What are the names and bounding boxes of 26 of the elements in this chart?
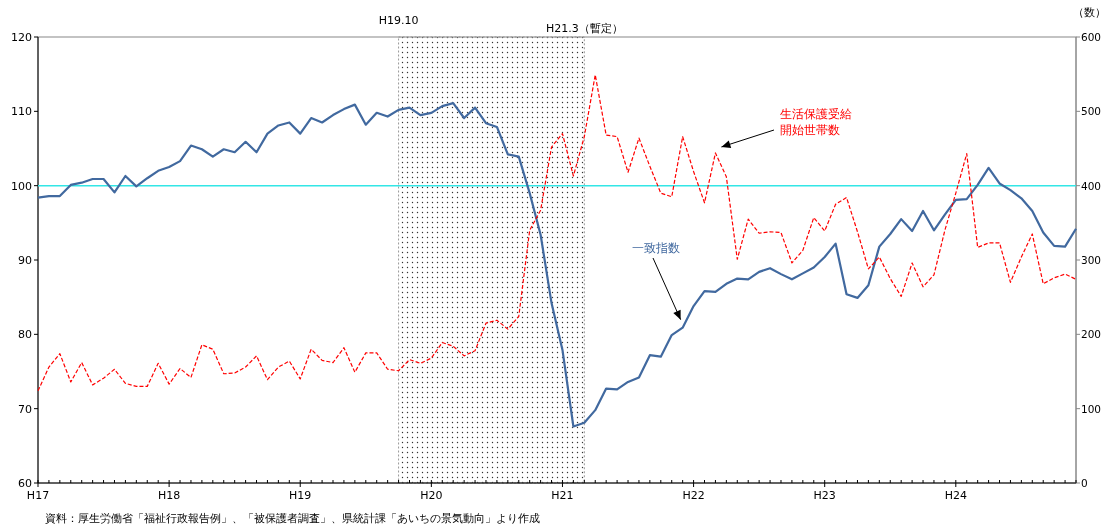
- y2-tick-label: 0: [1081, 477, 1088, 489]
- y2-tick-label: 600: [1081, 31, 1102, 43]
- x-tick-label: H23: [813, 489, 836, 502]
- y-tick-label: 110: [11, 105, 32, 119]
- y-tick-label: 90: [18, 254, 32, 267]
- y-tick-label: 80: [18, 328, 32, 342]
- y2-axis-title: （数）: [1073, 6, 1106, 19]
- y-tick-label: 70: [18, 402, 32, 416]
- x-tick-label: H18: [157, 489, 181, 502]
- y2-tick-label: 500: [1081, 105, 1102, 118]
- text: H21.3（暫定）: [545, 22, 623, 35]
- x-tick-label: H17: [26, 489, 50, 502]
- x-tick-label: H20: [420, 489, 443, 502]
- text: H19.10: [378, 14, 419, 27]
- x-tick-label: H21: [551, 489, 574, 502]
- y-tick-label: 100: [11, 179, 32, 193]
- y-tick-label: 120: [11, 31, 32, 44]
- x-tick-label: H19: [289, 489, 312, 502]
- x-tick-label: H24: [944, 489, 967, 502]
- y2-tick-label: 300: [1081, 254, 1102, 266]
- y2-tick-label: 100: [1081, 402, 1102, 415]
- y2-tick-label: 200: [1081, 328, 1102, 341]
- y-tick-label: 60: [18, 477, 32, 490]
- text: 資料：厚生労働省「福祉行政報告例」、「被保護者調査」、県統計課「あいちの景気動向」より作成: [45, 512, 540, 524]
- y2-tick-label: 400: [1081, 179, 1102, 192]
- x-tick-label: H22: [682, 489, 705, 502]
